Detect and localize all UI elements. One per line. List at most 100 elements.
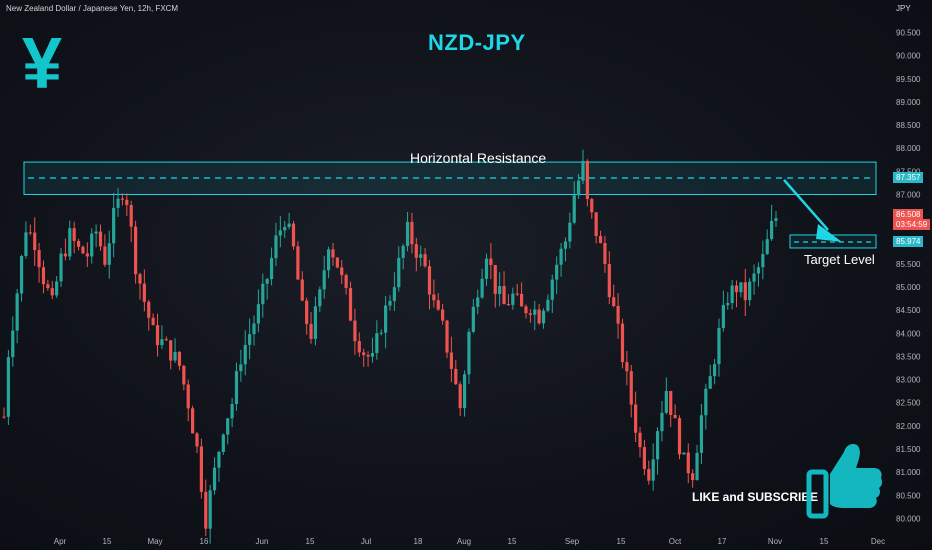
y-tick-label: 83.500 — [896, 352, 921, 361]
candle-body — [261, 283, 265, 305]
x-tick-label: 15 — [103, 537, 112, 546]
candle-body — [309, 324, 313, 339]
candle-body — [326, 249, 331, 271]
candle-body — [68, 228, 72, 257]
candle-body — [24, 232, 28, 256]
candle-body — [620, 323, 625, 363]
candle-body — [717, 327, 721, 365]
candle-body — [533, 309, 537, 315]
candle-body — [476, 297, 480, 307]
candle-body — [537, 309, 541, 324]
x-tick-label: Nov — [768, 537, 782, 546]
candle-body — [283, 226, 287, 231]
candle-body — [11, 330, 15, 358]
candle-body — [362, 352, 366, 356]
y-tick-label: 84.000 — [896, 329, 921, 338]
candle-body — [129, 205, 133, 227]
candle-body — [208, 490, 212, 529]
candle-body — [125, 199, 129, 206]
candle-body — [291, 223, 296, 247]
candle-body — [120, 198, 125, 200]
candle-body — [300, 279, 304, 301]
candle-body — [55, 281, 59, 296]
candle-body — [590, 198, 594, 213]
candle-body — [335, 257, 339, 268]
candle-body — [502, 285, 506, 305]
candle-body — [647, 469, 651, 481]
candle-body — [770, 220, 774, 240]
y-tick-label: 88.500 — [896, 121, 921, 130]
candle-body — [90, 233, 94, 257]
candle-body — [682, 452, 686, 455]
candle-body — [81, 246, 85, 254]
target-price-tag: 85.974 — [893, 235, 924, 247]
candle-body — [607, 263, 611, 298]
candle-body — [340, 267, 344, 276]
y-tick-label: 89.500 — [896, 75, 921, 84]
candle-body — [274, 235, 278, 259]
y-tick-label: 82.500 — [896, 399, 921, 408]
candle-body — [519, 293, 524, 307]
candle-body — [462, 374, 467, 409]
candle-body — [699, 415, 704, 453]
candle-body — [265, 279, 269, 284]
candle-body — [734, 285, 739, 293]
y-tick-label: 84.500 — [896, 306, 921, 315]
candle-body — [541, 310, 546, 324]
countdown-tag: 03:54:59 — [893, 219, 931, 231]
x-tick-label: Aug — [457, 537, 471, 546]
candle-body — [484, 258, 489, 279]
y-tick-label: 85.500 — [896, 260, 921, 269]
candle-body — [743, 282, 747, 301]
y-tick-label: 85.000 — [896, 283, 921, 292]
candle-body — [436, 300, 440, 310]
candle-body — [217, 451, 221, 468]
candle-body — [305, 300, 309, 325]
candle-body — [63, 253, 68, 257]
candle-body — [410, 221, 414, 245]
x-tick-label: Oct — [669, 537, 682, 546]
candle-body — [186, 384, 190, 409]
y-tick-label: 88.000 — [896, 144, 921, 153]
y-tick-label: 87.000 — [896, 190, 921, 199]
candle-body — [638, 432, 642, 448]
candle-body — [287, 223, 291, 227]
x-tick-label: Jun — [256, 537, 269, 546]
candle-body — [691, 473, 695, 481]
candle-body — [322, 270, 326, 290]
candle-body — [712, 364, 717, 377]
x-tick-label: Sep — [565, 537, 580, 546]
candle-body — [748, 281, 752, 301]
candle-body — [489, 258, 493, 265]
candle-body — [344, 275, 348, 288]
y-tick-label: 81.500 — [896, 445, 921, 454]
candle-body — [765, 239, 769, 255]
y-tick-label: 83.000 — [896, 376, 921, 385]
candle-body — [392, 287, 396, 301]
candle-body — [686, 452, 690, 474]
candle-body — [616, 305, 620, 324]
candle-body — [388, 300, 392, 306]
candle-body — [50, 288, 54, 296]
resistance-price-tag: 87.357 — [893, 171, 924, 183]
candle-body — [195, 433, 199, 447]
candle-body — [419, 254, 423, 258]
candle-body — [204, 491, 208, 529]
x-tick-label: 17 — [718, 537, 727, 546]
x-tick-label: Jul — [361, 537, 371, 546]
candle-body — [72, 228, 76, 241]
candle-body — [660, 412, 664, 432]
symbol-header[interactable]: New Zealand Dollar / Japanese Yen, 12h, … — [6, 4, 179, 13]
candle-body — [704, 388, 708, 416]
candle-body — [695, 452, 699, 481]
candle-body — [726, 303, 730, 306]
candle-body — [248, 334, 252, 345]
x-tick-label: Apr — [54, 537, 67, 546]
candle-body — [155, 325, 160, 346]
y-tick-label: 81.000 — [896, 468, 921, 477]
candle-body — [33, 232, 37, 251]
current-price-tag: 86.508 — [893, 209, 924, 221]
candle-body — [730, 285, 734, 304]
